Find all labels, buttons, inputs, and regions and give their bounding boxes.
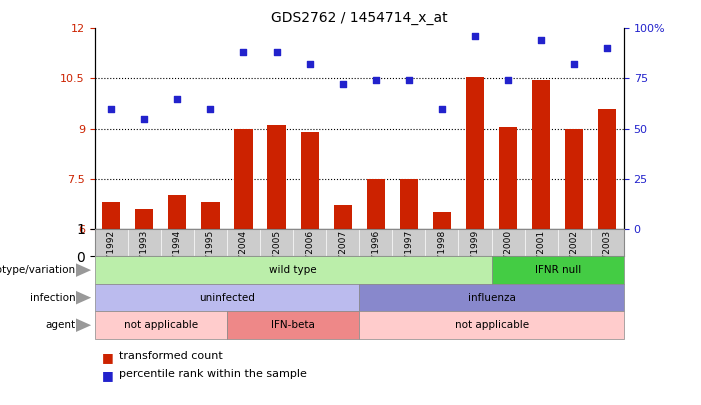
Text: wild type: wild type — [269, 265, 317, 275]
Bar — [334, 205, 352, 229]
Text: agent: agent — [46, 320, 76, 330]
Text: GSM71994: GSM71994 — [173, 230, 182, 279]
Text: GSM72004: GSM72004 — [239, 230, 248, 279]
Point — [569, 61, 580, 68]
Text: GSM72006: GSM72006 — [305, 230, 314, 279]
Text: influenza: influenza — [468, 293, 515, 303]
Point — [503, 77, 514, 84]
Text: GSM71997: GSM71997 — [404, 230, 414, 279]
Point — [370, 77, 381, 84]
Point — [271, 49, 283, 55]
Bar — [532, 80, 550, 229]
Bar — [367, 179, 385, 229]
Bar — [598, 109, 616, 229]
Text: transformed count: transformed count — [119, 351, 223, 361]
Text: GSM71996: GSM71996 — [372, 230, 381, 279]
Text: IFN-beta: IFN-beta — [271, 320, 315, 330]
Text: GSM71998: GSM71998 — [437, 230, 447, 279]
Text: not applicable: not applicable — [124, 320, 198, 330]
Bar — [466, 77, 484, 229]
Bar — [565, 129, 583, 229]
Text: ■: ■ — [102, 351, 114, 364]
Polygon shape — [76, 318, 91, 332]
Bar — [234, 129, 252, 229]
Point — [470, 33, 481, 40]
Text: GSM72005: GSM72005 — [272, 230, 281, 279]
Bar — [400, 179, 418, 229]
Title: GDS2762 / 1454714_x_at: GDS2762 / 1454714_x_at — [271, 11, 447, 25]
Text: ■: ■ — [102, 369, 114, 382]
Text: not applicable: not applicable — [454, 320, 529, 330]
Bar — [102, 202, 121, 229]
Text: infection: infection — [30, 293, 76, 303]
Point — [172, 95, 183, 102]
Bar — [201, 202, 219, 229]
Bar — [301, 132, 319, 229]
Text: GSM72002: GSM72002 — [570, 230, 579, 279]
Text: GSM71999: GSM71999 — [470, 230, 479, 279]
Point — [106, 105, 117, 112]
Text: GSM72003: GSM72003 — [603, 230, 612, 279]
Point — [139, 115, 150, 122]
Point — [601, 45, 613, 52]
Text: genotype/variation: genotype/variation — [0, 265, 76, 275]
Text: GSM72001: GSM72001 — [537, 230, 545, 279]
Point — [238, 49, 249, 55]
Text: GSM72000: GSM72000 — [503, 230, 512, 279]
Polygon shape — [76, 263, 91, 277]
Bar — [268, 125, 286, 229]
Bar — [168, 196, 186, 229]
Point — [337, 81, 348, 88]
Text: GSM72007: GSM72007 — [338, 230, 347, 279]
Text: uninfected: uninfected — [199, 293, 255, 303]
Point — [304, 61, 315, 68]
Text: percentile rank within the sample: percentile rank within the sample — [119, 369, 307, 379]
Text: GSM71993: GSM71993 — [139, 230, 149, 279]
Text: GSM71995: GSM71995 — [206, 230, 215, 279]
Text: GSM71992: GSM71992 — [107, 230, 116, 279]
Point — [403, 77, 414, 84]
Polygon shape — [76, 291, 91, 305]
Point — [205, 105, 216, 112]
Bar — [433, 212, 451, 229]
Text: IFNR null: IFNR null — [535, 265, 581, 275]
Point — [536, 37, 547, 44]
Bar — [135, 209, 154, 229]
Point — [436, 105, 447, 112]
Bar — [499, 127, 517, 229]
